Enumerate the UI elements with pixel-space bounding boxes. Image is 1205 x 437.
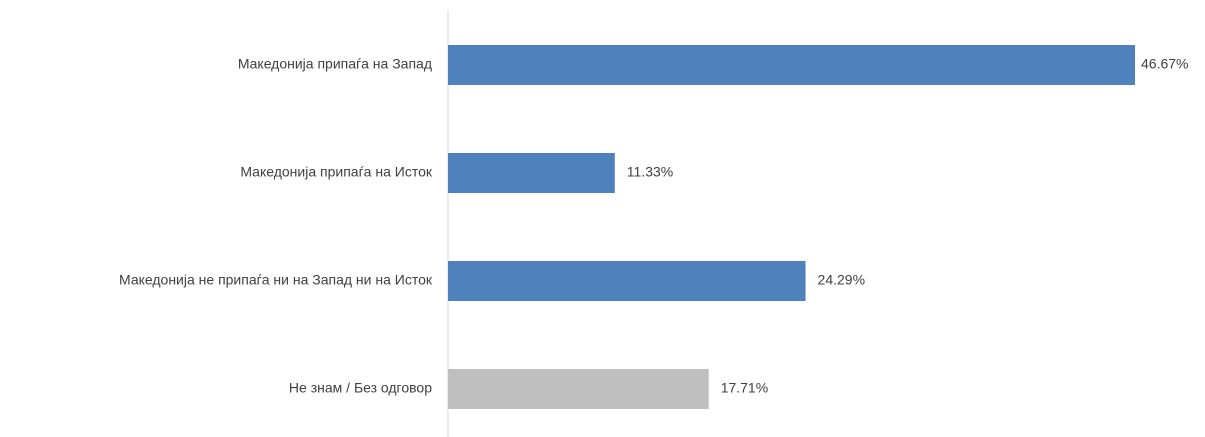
category-label: Македонија не припаѓа ни на Запад ни на … [119, 272, 433, 288]
value-label: 24.29% [818, 272, 865, 288]
category-label: Македонија припаѓа на Запад [238, 56, 432, 72]
category-label: Не знам / Без одговор [289, 380, 432, 396]
value-label: 11.33% [627, 164, 673, 180]
value-label: 46.67% [1141, 56, 1188, 72]
bar [448, 261, 806, 301]
bar [448, 369, 709, 409]
category-label: Македонија припаѓа на Исток [240, 164, 433, 180]
bar [448, 45, 1135, 85]
value-label: 17.71% [721, 380, 768, 396]
bar [448, 153, 615, 193]
